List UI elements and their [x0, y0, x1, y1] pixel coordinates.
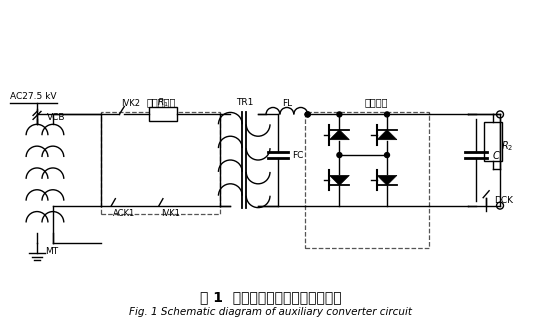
Circle shape: [305, 112, 310, 117]
Text: $R_2$: $R_2$: [501, 139, 513, 153]
Text: IVK1: IVK1: [161, 209, 180, 218]
Polygon shape: [330, 175, 350, 185]
Text: 图 1  辅助变流器预充电电路原理图: 图 1 辅助变流器预充电电路原理图: [200, 290, 342, 304]
Text: 整流单元: 整流单元: [365, 98, 388, 108]
Text: 预充电电路: 预充电电路: [146, 98, 176, 108]
Text: DCK: DCK: [494, 196, 513, 205]
Text: AC27.5 kV: AC27.5 kV: [10, 92, 57, 101]
Bar: [484, 122, 502, 161]
Bar: [305, 112, 429, 248]
Bar: [101, 112, 221, 214]
Text: TR1: TR1: [236, 98, 254, 107]
Polygon shape: [330, 130, 350, 140]
Polygon shape: [377, 130, 397, 140]
Text: IVK2: IVK2: [121, 99, 140, 108]
Bar: [149, 108, 177, 122]
Circle shape: [305, 112, 310, 117]
Circle shape: [384, 112, 390, 117]
Circle shape: [337, 112, 342, 117]
Text: FL: FL: [282, 99, 292, 108]
Text: MT: MT: [45, 247, 58, 256]
Circle shape: [337, 153, 342, 157]
Text: $R_1$: $R_1$: [157, 96, 169, 109]
Text: Fig. 1 Schematic diagram of auxiliary converter circuit: Fig. 1 Schematic diagram of auxiliary co…: [130, 307, 412, 317]
Circle shape: [384, 153, 390, 157]
Text: $C$: $C$: [492, 149, 501, 161]
Text: ACK1: ACK1: [113, 209, 136, 218]
Text: FC: FC: [292, 151, 303, 159]
Text: VCB: VCB: [47, 113, 66, 122]
Polygon shape: [377, 175, 397, 185]
